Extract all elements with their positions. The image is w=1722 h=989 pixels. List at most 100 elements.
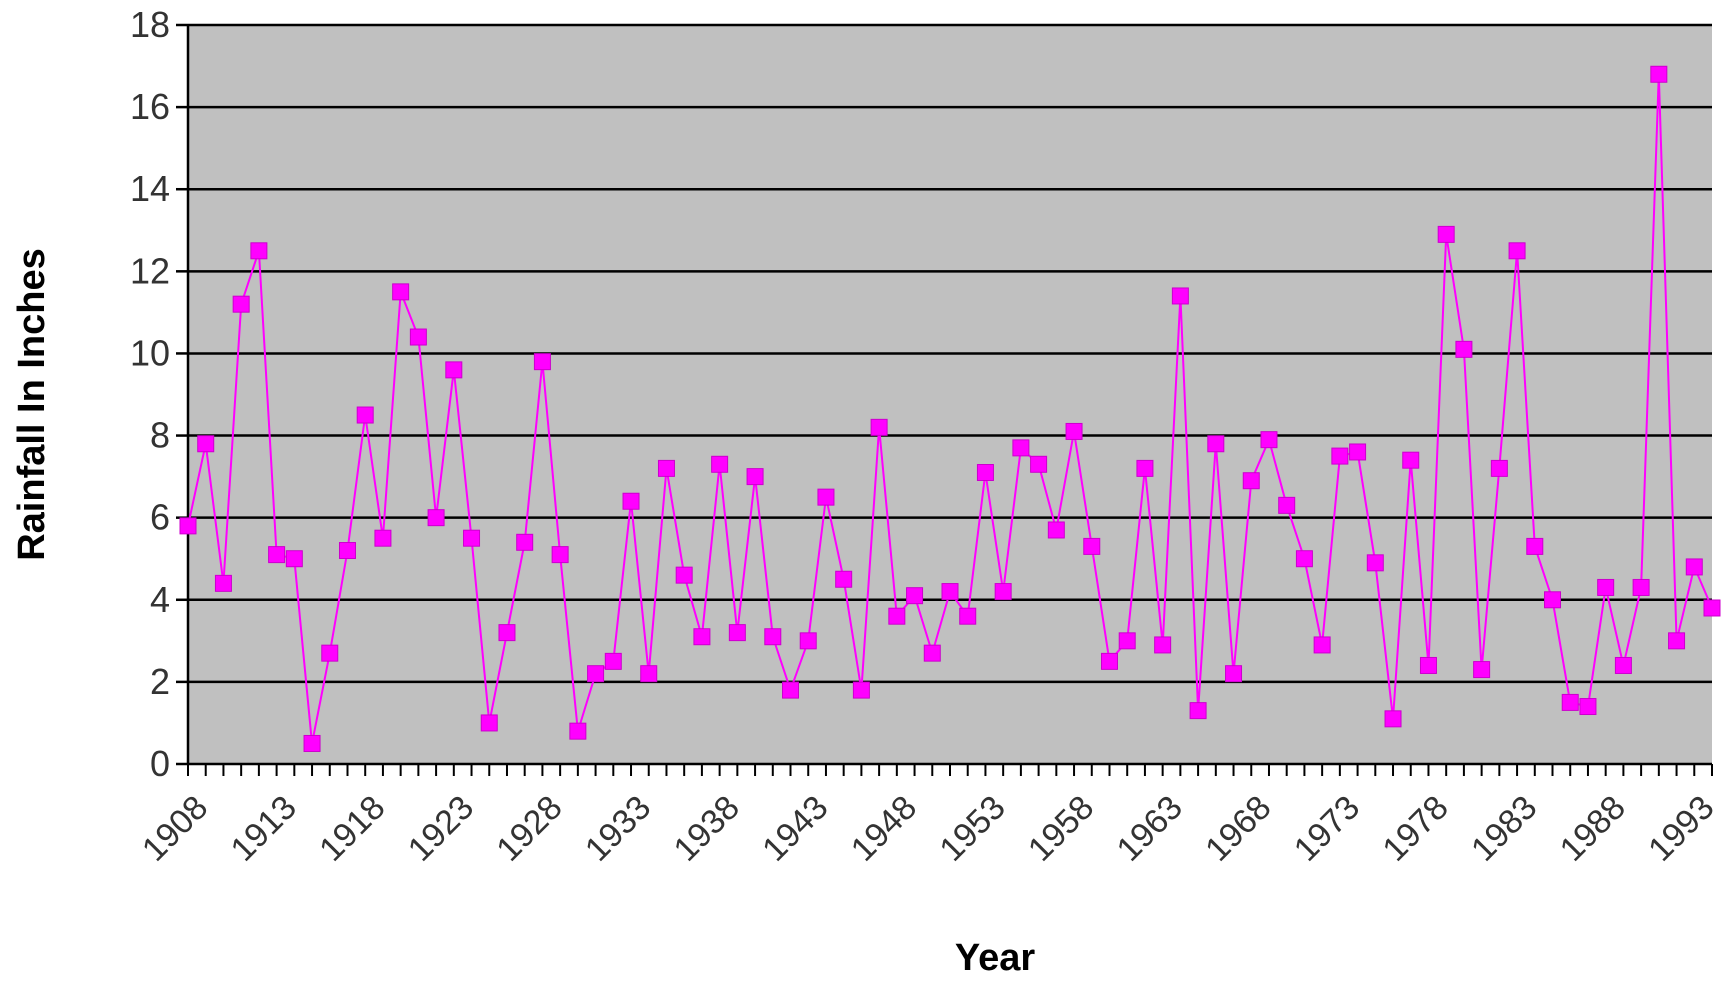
data-point-1950 [923, 644, 941, 662]
data-point-1983 [1508, 242, 1526, 260]
data-point-1923 [445, 361, 463, 379]
data-point-1987 [1579, 698, 1597, 716]
data-point-1915 [303, 734, 321, 752]
data-point-1959 [1083, 537, 1101, 555]
data-point-1992 [1668, 632, 1686, 650]
data-point-1970 [1278, 496, 1296, 514]
data-point-1941 [764, 628, 782, 646]
data-point-1948 [888, 607, 906, 625]
data-point-1958 [1065, 422, 1083, 440]
data-point-1937 [693, 628, 711, 646]
data-point-1985 [1544, 591, 1562, 609]
data-point-1913 [268, 546, 286, 564]
y-tick-label-2: 2 [150, 661, 170, 702]
data-point-1928 [533, 353, 551, 371]
data-point-1979 [1437, 225, 1455, 243]
data-point-1982 [1490, 459, 1508, 477]
x-tick-label-1928: 1928 [489, 788, 569, 868]
data-point-1936 [675, 566, 693, 584]
data-point-1925 [480, 714, 498, 732]
data-point-1911 [232, 295, 250, 313]
data-point-1971 [1295, 550, 1313, 568]
data-point-1973 [1331, 447, 1349, 465]
data-point-1951 [941, 583, 959, 601]
x-tick-label-1993: 1993 [1641, 788, 1721, 868]
data-point-1977 [1402, 451, 1420, 469]
data-point-1940 [746, 468, 764, 486]
data-point-1968 [1242, 472, 1260, 490]
data-point-1981 [1473, 661, 1491, 679]
data-point-1969 [1260, 431, 1278, 449]
x-tick-label-1963: 1963 [1110, 788, 1190, 868]
data-point-1988 [1597, 578, 1615, 596]
data-point-1963 [1154, 636, 1172, 654]
data-point-1960 [1100, 652, 1118, 670]
data-point-1986 [1561, 693, 1579, 711]
data-point-1926 [498, 624, 516, 642]
data-point-1935 [657, 459, 675, 477]
y-tick-label-0: 0 [150, 743, 170, 784]
data-point-1965 [1189, 702, 1207, 720]
data-point-1991 [1650, 65, 1668, 83]
data-point-1975 [1366, 554, 1384, 572]
data-point-1920 [392, 283, 410, 301]
data-point-1912 [250, 242, 268, 260]
data-point-1954 [994, 583, 1012, 601]
x-tick-label-1978: 1978 [1375, 788, 1455, 868]
data-point-1974 [1349, 443, 1367, 461]
data-point-1993 [1685, 558, 1703, 576]
x-axis-ticks: 1908 1913 1918 1923 1928 1933 1938 1943 1948 1953… [135, 764, 1722, 869]
x-tick-label-1953: 1953 [932, 788, 1012, 868]
y-tick-label-16: 16 [130, 86, 170, 127]
data-point-1964 [1171, 287, 1189, 305]
data-point-1916 [321, 644, 339, 662]
data-point-1910 [214, 574, 232, 592]
y-tick-label-10: 10 [130, 332, 170, 373]
data-point-1952 [959, 607, 977, 625]
y-tick-label-8: 8 [150, 415, 170, 456]
x-tick-label-1988: 1988 [1553, 788, 1633, 868]
data-point-1955 [1012, 439, 1030, 457]
data-point-1942 [782, 681, 800, 699]
y-axis-ticks: 0 2 4 6 8 10 12 14 16 18 [130, 4, 188, 784]
x-tick-label-1918: 1918 [312, 788, 392, 868]
data-point-1949 [906, 587, 924, 605]
data-point-1930 [569, 722, 587, 740]
x-tick-label-1983: 1983 [1464, 788, 1544, 868]
data-point-1972 [1313, 636, 1331, 654]
x-tick-label-1943: 1943 [755, 788, 835, 868]
x-tick-label-1933: 1933 [578, 788, 658, 868]
data-point-1917 [338, 542, 356, 560]
x-tick-label-1938: 1938 [667, 788, 747, 868]
data-point-1966 [1207, 435, 1225, 453]
x-tick-label-1973: 1973 [1287, 788, 1367, 868]
data-point-1943 [799, 632, 817, 650]
data-point-1978 [1419, 656, 1437, 674]
x-tick-label-1948: 1948 [844, 788, 924, 868]
y-tick-label-12: 12 [130, 250, 170, 291]
data-point-1957 [1047, 521, 1065, 539]
data-point-1989 [1614, 656, 1632, 674]
data-point-1980 [1455, 340, 1473, 358]
data-point-1918 [356, 406, 374, 424]
y-axis-title: Rainfall In Inches [11, 248, 53, 561]
data-point-1984 [1526, 537, 1544, 555]
x-tick-label-1958: 1958 [1021, 788, 1101, 868]
data-point-1990 [1632, 578, 1650, 596]
y-tick-label-18: 18 [130, 4, 170, 45]
data-point-1921 [409, 328, 427, 346]
x-axis-title: Year [955, 937, 1036, 979]
data-point-1909 [197, 435, 215, 453]
x-tick-label-1908: 1908 [135, 788, 215, 868]
data-point-1946 [852, 681, 870, 699]
data-point-1962 [1136, 459, 1154, 477]
data-point-1961 [1118, 632, 1136, 650]
data-point-1934 [640, 665, 658, 683]
data-point-1932 [604, 652, 622, 670]
data-point-1914 [285, 550, 303, 568]
x-tick-label-1968: 1968 [1198, 788, 1278, 868]
data-point-1924 [463, 529, 481, 547]
x-tick-label-1913: 1913 [224, 788, 304, 868]
y-tick-label-14: 14 [130, 168, 170, 209]
